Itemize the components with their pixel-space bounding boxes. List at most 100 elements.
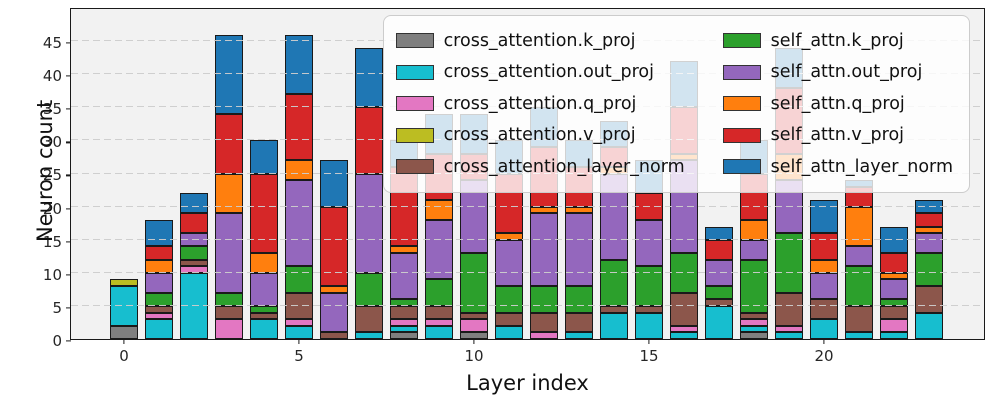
legend-label: cross_attention.k_proj [443,30,636,51]
y-tick-mark-20 [66,208,71,210]
y-tick-mark-0 [66,340,71,342]
segment-self_attn.out_proj-layer-6 [320,292,348,333]
segment-cross_attention.k_proj-layer-10 [460,332,488,339]
segment-self_attn.v_proj-layer-1 [145,246,173,260]
segment-self_attn.k_proj-layer-7 [355,272,383,306]
segment-cross_attention.out_proj-layer-5 [285,325,313,339]
segment-self_attn.out_proj-layer-18 [740,239,768,260]
bar-layer-4 [250,140,278,339]
y-tick-mark-45 [66,42,71,44]
segment-self_attn.q_proj-layer-1 [145,259,173,273]
legend-label: self_attn.v_proj [770,125,905,146]
bar-layer-2 [180,193,208,339]
y-tick-label-20: 20 [42,199,62,218]
bar-layer-0 [110,279,138,339]
segment-cross_attention_layer_norm-layer-6 [320,332,348,339]
segment-self_attn.k_proj-layer-12 [530,286,558,313]
y-tick-mark-25 [66,174,71,177]
segment-cross_attention.out_proj-layer-13 [565,332,593,339]
segment-cross_attention_layer_norm-layer-9 [425,305,453,320]
y-tick-mark-5 [66,307,71,309]
segment-self_attn.v_proj-layer-6 [320,206,348,287]
x-tick-label-10: 10 [464,347,484,365]
y-tick-mark-30 [66,141,71,143]
x-tick-label-20: 20 [814,347,834,365]
segment-cross_attention_layer_norm-layer-13 [565,312,593,333]
segment-cross_attention.out_proj-layer-18 [740,325,768,333]
segment-cross_attention.q_proj-layer-5 [285,319,313,326]
bar-layer-6 [320,160,348,339]
legend-swatch-icon [395,127,434,143]
segment-self_attn.v_proj-layer-4 [250,173,278,253]
segment-self_attn.q_proj-layer-3 [215,173,243,214]
segment-self_attn_layer_norm-layer-4 [250,140,278,174]
segment-cross_attention.out_proj-layer-1 [145,319,173,339]
segment-cross_attention.q_proj-layer-22 [880,319,908,333]
segment-cross_attention.out_proj-layer-23 [915,312,943,339]
segment-cross_attention.out_proj-layer-14 [600,312,628,339]
y-tick-label-5: 5 [52,298,62,317]
segment-self_attn.out_proj-layer-1 [145,272,173,293]
legend-swatch-icon [722,96,761,112]
y-tick-label-25: 25 [42,166,62,185]
segment-self_attn.v_proj-layer-3 [215,113,243,174]
legend-item-cross_attention.out_proj: cross_attention.out_proj [395,57,685,89]
segment-cross_attention.out_proj-layer-11 [495,325,523,339]
segment-self_attn.q_proj-layer-20 [810,259,838,273]
legend-swatch-icon [722,159,761,175]
legend-swatch-icon [395,64,434,80]
segment-self_attn_layer_norm-layer-22 [880,226,908,253]
segment-cross_attention.q_proj-layer-1 [145,312,173,320]
legend-swatch-icon [722,127,761,143]
segment-self_attn.v_proj-layer-7 [355,107,383,174]
segment-cross_attention_layer_norm-layer-16 [670,292,698,326]
bar-layer-3 [215,34,243,339]
segment-cross_attention.q_proj-layer-19 [775,325,803,333]
legend-item-cross_attention.v_proj: cross_attention.v_proj [395,120,685,152]
y-tick-label-30: 30 [42,133,62,152]
segment-cross_attention_layer_norm-layer-8 [390,305,418,320]
segment-cross_attention.out_proj-layer-0 [110,286,138,326]
segment-self_attn.q_proj-layer-12 [530,206,558,214]
legend-item-self_attn.k_proj: self_attn.k_proj [722,25,953,57]
segment-cross_attention.q_proj-layer-3 [215,319,243,339]
segment-self_attn.q_proj-layer-5 [285,160,313,181]
legend-label: self_attn.q_proj [770,93,905,114]
segment-cross_attention_layer_norm-layer-14 [600,305,628,313]
bar-layer-7 [355,47,383,339]
segment-cross_attention.out_proj-layer-2 [180,272,208,339]
segment-self_attn_layer_norm-layer-20 [810,200,838,234]
segment-self_attn.k_proj-layer-11 [495,286,523,313]
segment-self_attn_layer_norm-layer-2 [180,193,208,214]
segment-cross_attention_layer_norm-layer-11 [495,312,523,326]
segment-self_attn.k_proj-layer-10 [460,252,488,313]
segment-self_attn.q_proj-layer-18 [740,219,768,240]
segment-self_attn.q_proj-layer-11 [495,233,523,240]
segment-cross_attention.q_proj-layer-9 [425,319,453,326]
y-tick-mark-15 [66,241,71,243]
segment-cross_attention.out_proj-layer-9 [425,325,453,339]
segment-self_attn.q_proj-layer-13 [565,206,593,214]
segment-cross_attention.out_proj-layer-4 [250,319,278,339]
legend-swatch-icon [395,159,434,175]
segment-cross_attention_layer_norm-layer-23 [915,286,943,313]
segment-self_attn.k_proj-layer-8 [390,299,418,306]
segment-cross_attention_layer_norm-layer-22 [880,305,908,320]
x-tick-mark-15 [648,339,650,344]
legend-label: cross_attention.out_proj [443,62,654,83]
legend-label: cross_attention.q_proj [443,93,637,114]
bar-layer-20 [810,200,838,339]
segment-self_attn_layer_norm-layer-5 [285,34,313,95]
x-tick-mark-10 [473,339,475,344]
segment-self_attn.k_proj-layer-2 [180,246,208,260]
segment-cross_attention_layer_norm-layer-18 [740,312,768,320]
legend-label: self_attn_layer_norm [770,156,953,177]
x-tick-label-5: 5 [294,347,304,365]
bar-layer-21 [845,180,873,339]
segment-self_attn.q_proj-layer-23 [915,226,943,234]
segment-self_attn.k_proj-layer-18 [740,259,768,313]
legend: cross_attention.k_proj cross_attention.ou… [382,15,970,193]
segment-cross_attention_layer_norm-layer-17 [705,299,733,306]
legend-column-2: self_attn.k_proj self_attn.out_proj self_a… [722,25,953,183]
segment-self_attn.out_proj-layer-13 [565,213,593,287]
